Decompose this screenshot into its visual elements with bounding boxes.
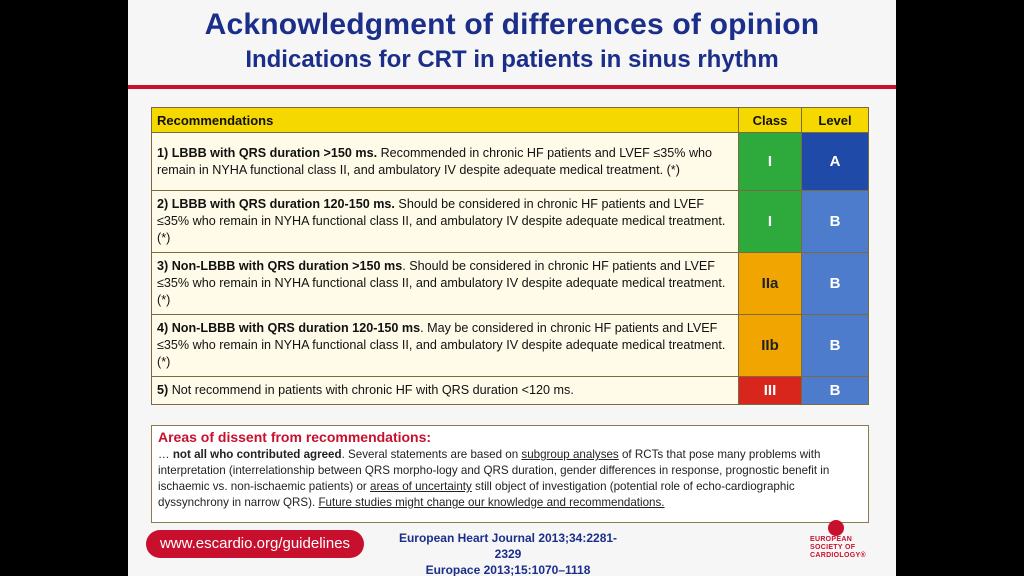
dissent-underline-2: areas of uncertainty [370,480,472,493]
dissent-lead: … [158,448,173,461]
recommendation-text: 2) LBBB with QRS duration 120-150 ms. Sh… [151,190,739,253]
class-cell: I [738,190,802,253]
esc-logo-line-2: SOCIETY OF [810,544,856,551]
table-row: 4) Non-LBBB with QRS duration 120-150 ms… [151,314,869,377]
table-header-row: Recommendations Class Level [151,107,869,133]
esc-logo-line-1: EUROPEAN [810,536,853,543]
slide-title: Acknowledgment of differences of opinion [204,8,820,41]
dissent-box: Areas of dissent from recommendations: …… [151,425,869,523]
dissent-underline-1: subgroup analyses [521,448,619,461]
dissent-title: Areas of dissent from recommendations: [158,429,432,445]
level-cell: B [801,314,869,377]
class-cell: I [738,132,802,191]
esc-logo-line-3: CARDIOLOGY® [810,552,866,559]
level-cell: B [801,376,869,405]
recommendation-body: Not recommend in patients with chronic H… [168,383,574,397]
header-recommendations: Recommendations [151,107,739,133]
recommendation-body: . Should be considered in chronic HF pat… [157,259,726,307]
header-level: Level [801,107,869,133]
esc-logo-text: EUROPEAN SOCIETY OF CARDIOLOGY® [810,536,880,560]
guidelines-url-button[interactable]: www.escardio.org/guidelines [146,530,364,558]
recommendation-text: 4) Non-LBBB with QRS duration 120-150 ms… [151,314,739,377]
title-area: Acknowledgment of differences of opinion… [128,0,896,88]
level-cell: B [801,190,869,253]
recommendation-text: 3) Non-LBBB with QRS duration >150 ms. S… [151,252,739,315]
class-cell: IIa [738,252,802,315]
level-cell: A [801,132,869,191]
recommendation-body: . May be considered in chronic HF patien… [157,321,726,369]
recommendation-body: Recommended in chronic HF patients and L… [157,145,713,177]
journal-line-1: European Heart Journal 2013;34:2281-2329 [398,531,618,561]
header-class: Class [738,107,802,133]
slide-subtitle: Indications for CRT in patients in sinus… [245,46,779,73]
title-divider [128,85,896,89]
recommendation-bold: 1) LBBB with QRS duration >150 ms. [157,145,378,160]
slide: Acknowledgment of differences of opinion… [128,0,896,576]
recommendation-bold: 5) [157,383,169,397]
table-row: 2) LBBB with QRS duration 120-150 ms. Sh… [151,190,869,253]
dissent-text-2: of RCTs that pose many problems with int… [158,448,830,493]
dissent-underline-3: Future studies might change our knowledg… [318,496,665,509]
recommendation-bold: 3) Non-LBBB with QRS duration >150 ms [157,259,403,273]
class-cell: IIb [738,314,802,377]
table-row: 3) Non-LBBB with QRS duration >150 ms. S… [151,252,869,315]
recommendation-bold: 4) Non-LBBB with QRS duration 120-150 ms [157,321,421,335]
table-row: 5) Not recommend in patients with chroni… [151,376,869,405]
dissent-paragraph: … not all who contributed agreed. Severa… [158,447,862,511]
recommendation-body: Should be considered in chronic HF patie… [157,197,726,245]
dissent-text-3: still object of investigation (potential… [158,480,795,509]
recommendation-bold: 2) LBBB with QRS duration 120-150 ms. [157,197,395,211]
level-cell: B [801,252,869,315]
esc-logo-icon [828,520,844,536]
table-row: 1) LBBB with QRS duration >150 ms. Recom… [151,132,869,191]
class-cell: III [738,376,802,405]
recommendations-table: Recommendations Class Level 1) LBBB with… [151,107,869,405]
dissent-bold: not all who contributed agreed [172,448,342,461]
dissent-text-1: . Several statements are based on [341,448,522,461]
esc-logo: EUROPEAN SOCIETY OF CARDIOLOGY® [810,520,880,566]
recommendation-text: 1) LBBB with QRS duration >150 ms. Recom… [151,132,739,191]
journal-citation: European Heart Journal 2013;34:2281-2329… [388,530,628,576]
recommendation-text: 5) Not recommend in patients with chroni… [151,376,739,405]
journal-line-2: Europace 2013;15:1070–1118 [425,563,591,576]
